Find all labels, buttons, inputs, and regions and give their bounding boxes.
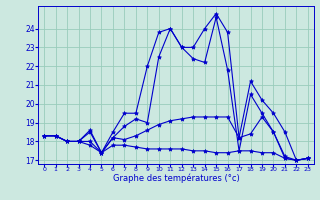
- X-axis label: Graphe des températures (°c): Graphe des températures (°c): [113, 174, 239, 183]
